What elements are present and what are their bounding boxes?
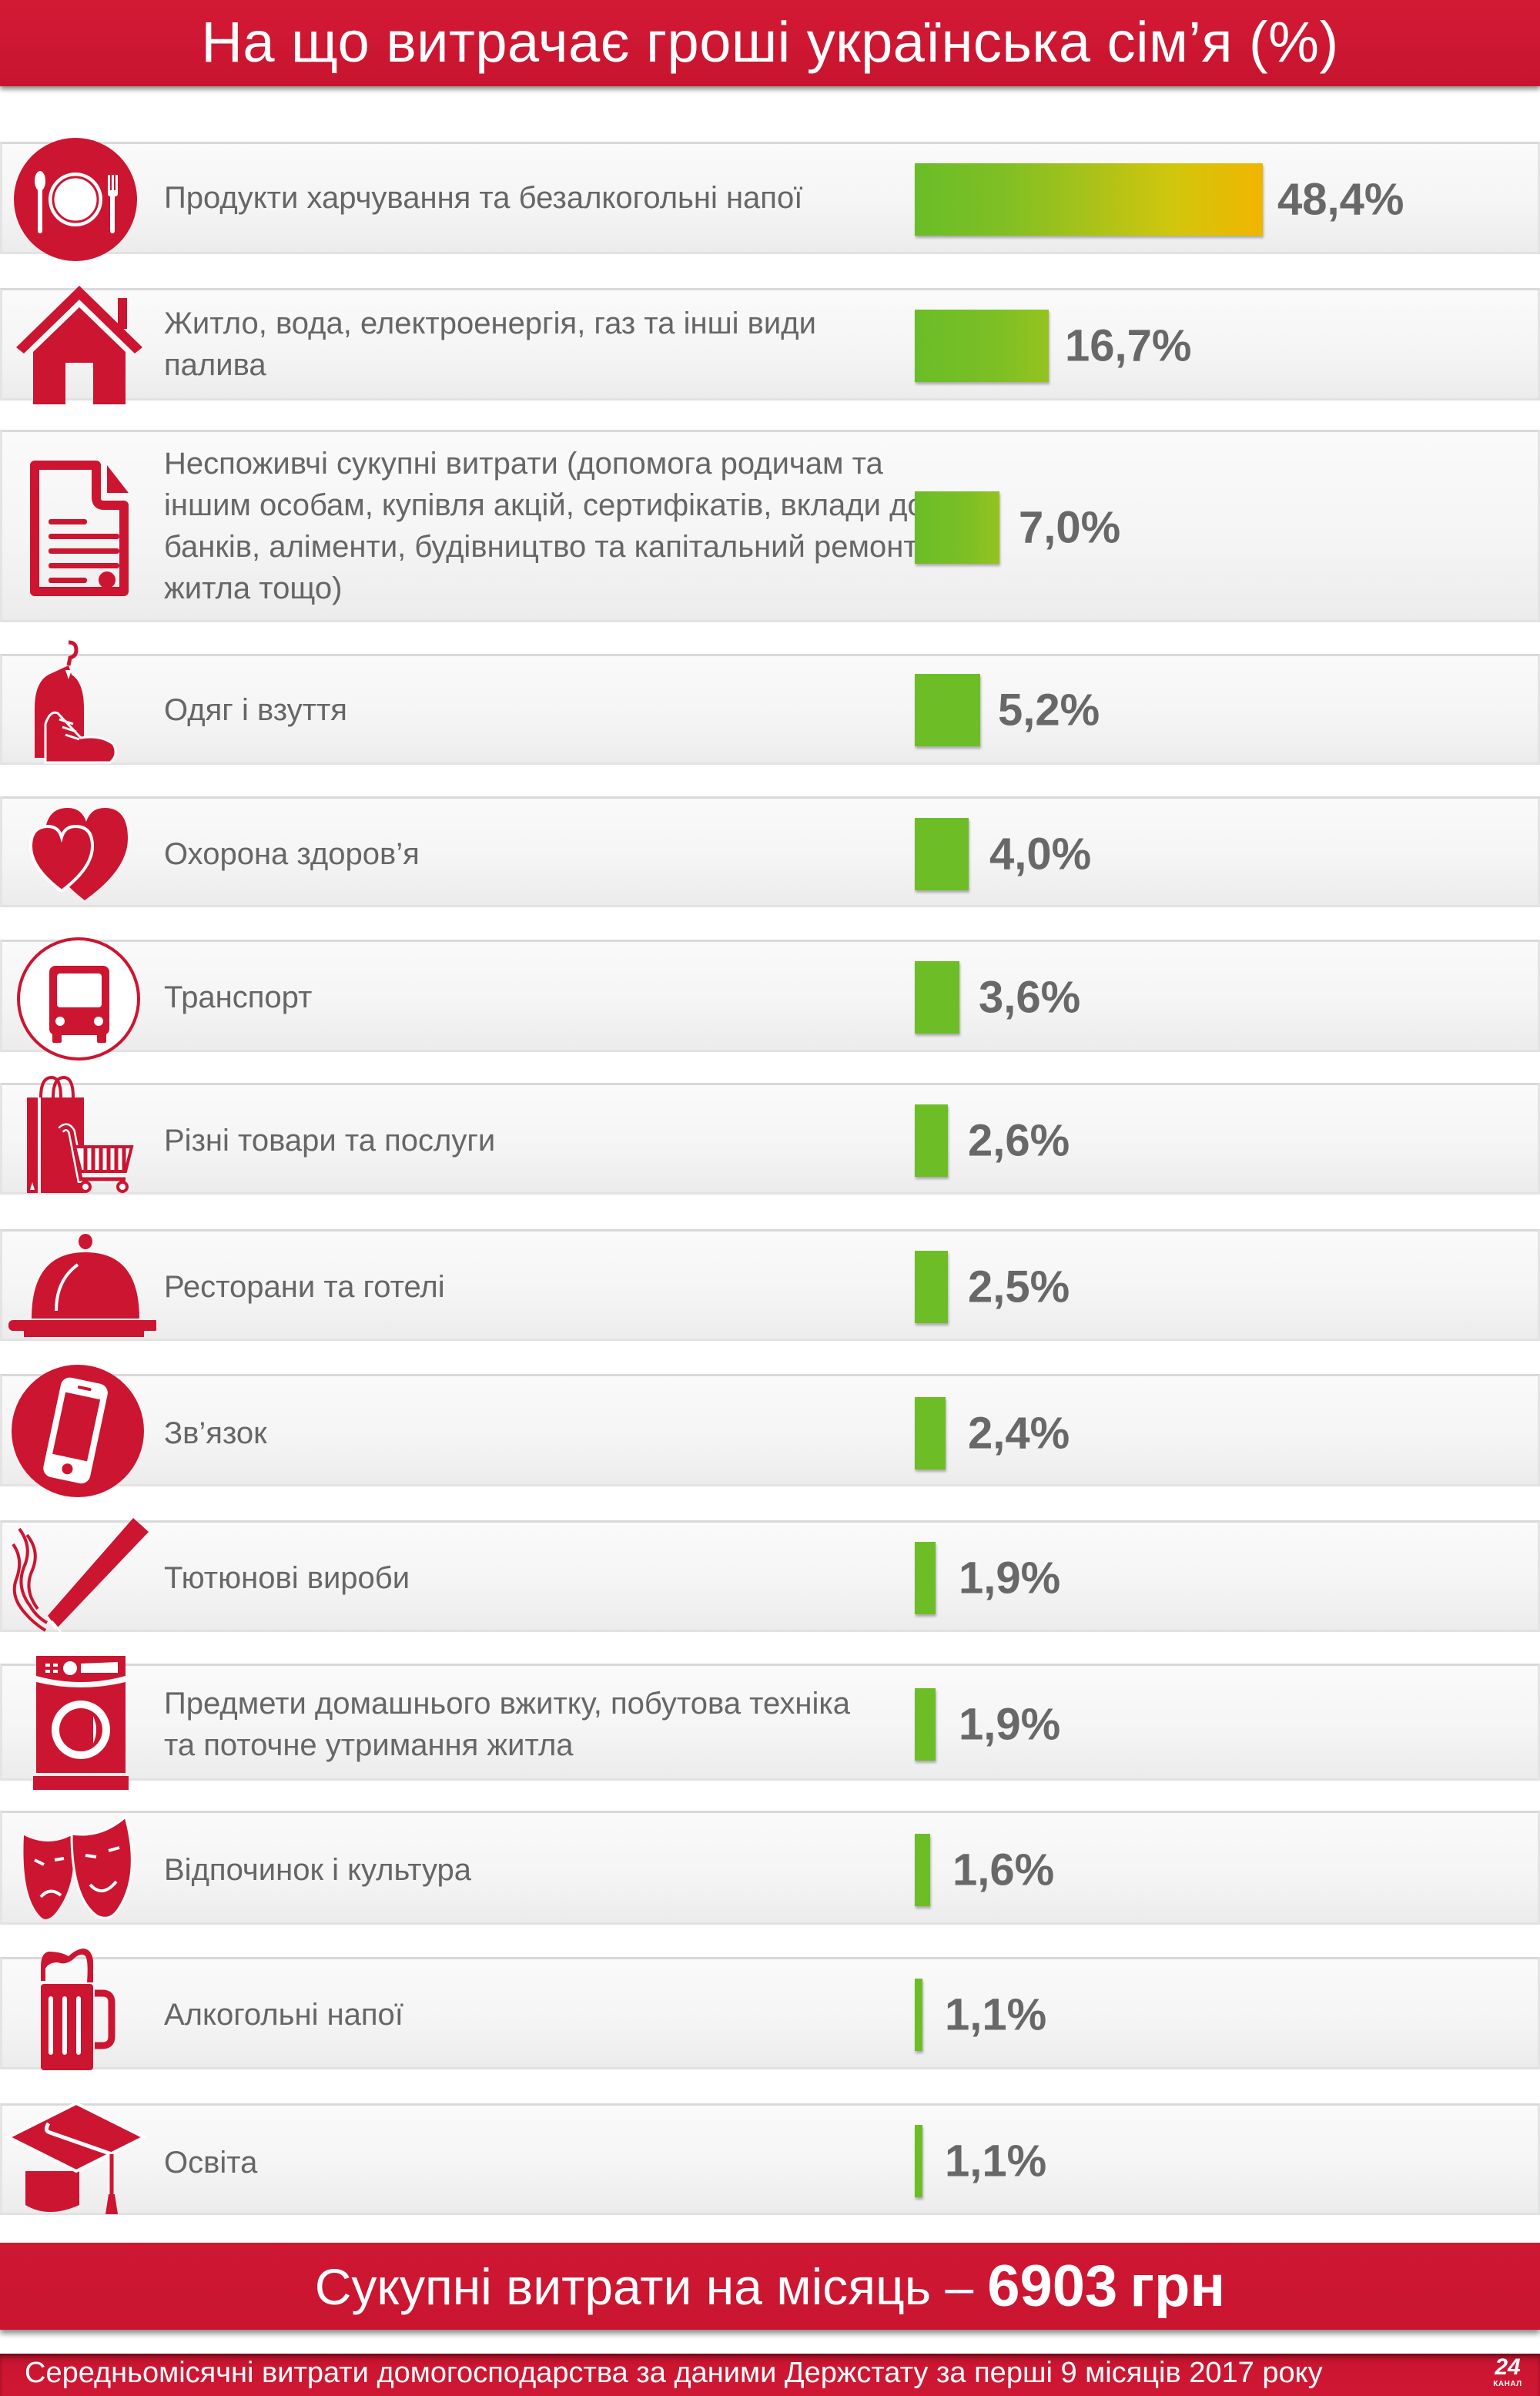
category-label: Зв’язок: [164, 1416, 267, 1450]
category-label: Неспоживчі сукупні витрати (допомога род…: [164, 447, 925, 605]
value-bar: [915, 2125, 922, 2197]
total-label: Сукупні витрати на місяць –: [314, 2257, 974, 2315]
logo-text: КАНАЛ: [1493, 2380, 1522, 2388]
value-percent: 1,1%: [945, 2136, 1047, 2187]
document-icon: [2, 432, 156, 625]
value-percent: 5,2%: [998, 685, 1100, 736]
category-row-food: Продукти харчування та безалкогольні нап…: [0, 138, 1540, 261]
value-percent: 1,9%: [959, 1699, 1061, 1750]
value-bar: [915, 818, 969, 890]
value-bar: [915, 1979, 922, 2051]
category-label: Продукти харчування та безалкогольні нап…: [164, 181, 803, 215]
category-row-clothes: Одяг і взуття 5,2%: [0, 640, 1540, 767]
value-bar: [915, 1834, 930, 1906]
value-percent: 16,7%: [1065, 320, 1192, 371]
value-percent: 2,4%: [968, 1408, 1070, 1459]
category-row-alcohol: Алкогольні напої 1,1%: [0, 1949, 1540, 2072]
value-percent: 4,0%: [989, 829, 1092, 880]
plate-cutlery-icon: [2, 138, 156, 261]
value-bar: [915, 310, 1049, 382]
category-label: Відпочинок і культура: [164, 1853, 472, 1887]
logo-number: 24: [1495, 2354, 1521, 2380]
heart-icon: [2, 799, 156, 910]
value-percent: 1,1%: [945, 1989, 1047, 2040]
category-label: Алкогольні напої: [164, 1998, 403, 2032]
value-percent: 1,6%: [952, 1845, 1055, 1895]
value-bar: [915, 491, 999, 564]
category-row-leisure: Відпочинок і культура 1,6%: [0, 1811, 1540, 1925]
clothes-shoe-icon: [2, 640, 156, 767]
total-spending-banner: Сукупні витрати на місяць – 6903 грн: [0, 2243, 1540, 2330]
value-bar: [915, 163, 1263, 236]
category-label: Освіта: [164, 2146, 258, 2180]
category-label: Предмети домашнього вжитку, побутова тех…: [164, 1687, 851, 1762]
value-bar: [915, 1397, 946, 1469]
value-percent: 2,5%: [968, 1262, 1070, 1312]
category-row-household: Предмети домашнього вжитку, побутова тех…: [0, 1656, 1540, 1790]
value-percent: 48,4%: [1277, 174, 1404, 225]
source-note: Середньомісячні витрати домогосподарства…: [25, 2357, 1323, 2389]
value-bar: [915, 961, 959, 1034]
value-bar: [915, 1104, 948, 1177]
source-footer: Середньомісячні витрати домогосподарства…: [0, 2354, 1540, 2396]
page-title: На що витрачає гроші українська сім’я (%…: [201, 9, 1339, 74]
category-label: Ресторани та готелі: [164, 1270, 445, 1304]
value-bar: [915, 1542, 936, 1614]
header-banner: На що витрачає гроші українська сім’я (%…: [0, 0, 1540, 86]
house-icon: [2, 286, 156, 404]
total-value: 6903: [987, 2254, 1118, 2319]
graduation-cap-icon: [2, 2101, 156, 2217]
category-label: Тютюнові вироби: [164, 1561, 410, 1595]
category-row-education: Освіта 1,1%: [0, 2101, 1540, 2217]
value-percent: 7,0%: [1019, 502, 1121, 553]
value-percent: 3,6%: [979, 972, 1081, 1023]
cigarette-icon: [2, 1517, 156, 1634]
value-bar: [915, 1688, 936, 1761]
value-bar: [915, 674, 980, 746]
shopping-bag-cart-icon: [2, 1075, 156, 1197]
channel-24-logo: 24 КАНАЛ: [1485, 2355, 1531, 2394]
category-row-communications: Зв’язок 2,4%: [0, 1365, 1540, 1497]
category-row-transport: Транспорт 3,6%: [0, 937, 1540, 1061]
category-row-misc-goods: Різні товари та послуги 2,6%: [0, 1075, 1540, 1197]
category-row-non-consumer: Неспоживчі сукупні витрати (допомога род…: [0, 430, 1540, 622]
category-label: Транспорт: [164, 980, 313, 1014]
cloche-icon: [2, 1232, 156, 1343]
category-label: Різні товари та послуги: [164, 1124, 496, 1158]
value-bar: [915, 1251, 948, 1323]
category-label: Житло, вода, електроенергія, газ та інші…: [164, 307, 816, 382]
smartphone-icon: [2, 1365, 156, 1497]
total-unit: грн: [1130, 2254, 1226, 2319]
category-label: Охорона здоров’я: [164, 837, 420, 871]
category-row-housing: Житло, вода, електроенергія, газ та інші…: [0, 286, 1540, 404]
washing-machine-icon: [2, 1656, 156, 1790]
category-row-restaurants: Ресторани та готелі 2,5%: [0, 1229, 1540, 1341]
bus-icon: [2, 937, 156, 1061]
theater-masks-icon: [2, 1813, 156, 1927]
category-label: Одяг і взуття: [164, 693, 347, 727]
category-row-health: Охорона здоров’я 4,0%: [0, 796, 1540, 907]
beer-mug-icon: [2, 1949, 156, 2072]
value-percent: 1,9%: [959, 1553, 1061, 1603]
category-row-tobacco: Тютюнові вироби 1,9%: [0, 1517, 1540, 1634]
value-percent: 2,6%: [968, 1115, 1070, 1166]
